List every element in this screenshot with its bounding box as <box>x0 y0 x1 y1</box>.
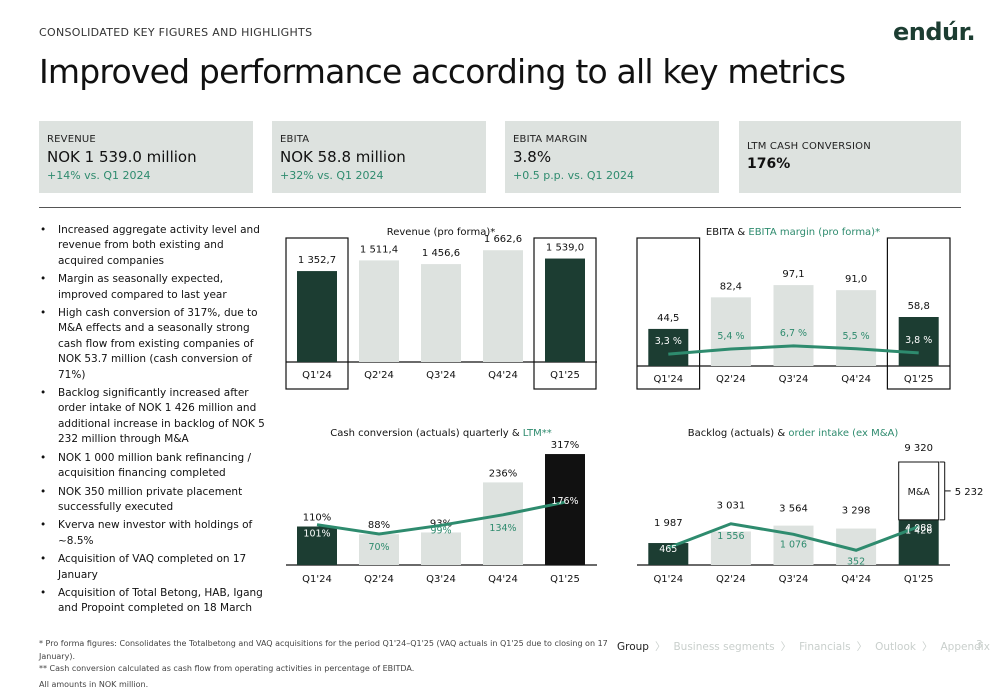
x-tick-label: Q1'25 <box>550 370 580 381</box>
x-tick-label: Q3'24 <box>426 370 456 381</box>
x-tick-label: Q3'24 <box>426 574 456 585</box>
chart-title: Backlog (actuals) & order intake (ex M&A… <box>688 428 899 439</box>
revenue-bar <box>421 264 461 362</box>
revenue-bar <box>545 259 585 362</box>
x-tick-label: Q1'25 <box>904 574 934 585</box>
x-tick-label: Q1'24 <box>653 374 683 385</box>
ltm-label: 176% <box>551 496 578 507</box>
x-tick-label: Q2'24 <box>716 574 746 585</box>
data-label: 1 539,0 <box>546 243 584 254</box>
order-intake-label: 1 076 <box>780 539 807 550</box>
chart-title: Revenue (pro forma)* <box>387 227 496 238</box>
x-tick-label: Q3'24 <box>779 574 809 585</box>
ebita-bar <box>648 329 688 366</box>
nav-item-business-segments[interactable]: Business segments <box>673 641 774 653</box>
chart-title: Cash conversion (actuals) quarterly & LT… <box>330 428 551 439</box>
chevron-right-icon: 〉 <box>922 641 933 653</box>
ltm-label: 101% <box>303 529 330 540</box>
footnote: * Pro forma figures: Consolidates the To… <box>39 638 619 663</box>
x-tick-label: Q1'25 <box>904 374 934 385</box>
margin-label: 3,3 % <box>655 336 682 347</box>
data-label: 58,8 <box>908 301 930 312</box>
order-intake-label: 465 <box>659 544 677 555</box>
ebita-bar <box>774 285 814 366</box>
chevron-right-icon: 〉 <box>655 641 666 653</box>
revenue-bar <box>297 271 337 362</box>
margin-label: 6,7 % <box>780 328 807 339</box>
x-tick-label: Q3'24 <box>779 374 809 385</box>
ma-value-label: 5 232 <box>955 487 984 498</box>
margin-label: 3,8 % <box>905 335 932 346</box>
data-label: 236% <box>489 468 518 479</box>
data-label: 9 320 <box>904 443 933 454</box>
order-intake-label: 352 <box>847 556 865 567</box>
x-tick-label: Q4'24 <box>488 574 518 585</box>
ma-label: M&A <box>908 487 931 498</box>
chart-title: EBITA & EBITA margin (pro forma)* <box>706 227 880 238</box>
data-label: 1 987 <box>654 518 683 529</box>
data-label: 3 298 <box>842 506 871 517</box>
x-tick-label: Q1'25 <box>550 574 580 585</box>
ltm-label: 99% <box>430 525 451 536</box>
data-label: 91,0 <box>845 274 867 285</box>
cash-conversion-bar <box>545 454 585 565</box>
ltm-label: 70% <box>368 542 389 553</box>
margin-label: 5,4 % <box>717 331 744 342</box>
chevron-right-icon: 〉 <box>781 641 792 653</box>
x-tick-label: Q4'24 <box>488 370 518 381</box>
x-tick-label: Q2'24 <box>716 374 746 385</box>
x-tick-label: Q4'24 <box>841 574 871 585</box>
chevron-right-icon: 〉 <box>857 641 868 653</box>
data-label: 97,1 <box>782 269 804 280</box>
ltm-label: 134% <box>489 523 516 534</box>
x-tick-label: Q2'24 <box>364 370 394 381</box>
ebita-bar <box>836 290 876 366</box>
cash-conversion-bar <box>421 532 461 565</box>
margin-label: 5,5 % <box>843 331 870 342</box>
nav-item-financials[interactable]: Financials <box>799 641 850 653</box>
data-label: 3 564 <box>779 504 808 515</box>
page-number: 3 <box>976 639 983 651</box>
data-label: 1 511,4 <box>360 244 398 255</box>
nav-item-group[interactable]: Group <box>617 641 649 653</box>
nav-item-outlook[interactable]: Outlook <box>875 641 916 653</box>
data-label: 82,4 <box>720 281 742 292</box>
section-nav: Group 〉 Business segments 〉 Financials 〉 Outlo… <box>617 639 996 654</box>
data-label: 3 031 <box>717 501 746 512</box>
x-tick-label: Q2'24 <box>364 574 394 585</box>
x-tick-label: Q4'24 <box>841 374 871 385</box>
order-intake-label: 1 426 <box>905 526 932 537</box>
footnote: ** Cash conversion calculated as cash fl… <box>39 663 619 676</box>
data-label: 317% <box>551 440 580 451</box>
data-label: 1 456,6 <box>422 248 460 259</box>
data-label: 1 662,6 <box>484 234 522 245</box>
data-label: 1 352,7 <box>298 255 336 266</box>
revenue-bar <box>483 250 523 362</box>
order-intake-label: 1 556 <box>717 531 744 542</box>
x-tick-label: Q1'24 <box>302 574 332 585</box>
x-tick-label: Q1'24 <box>653 574 683 585</box>
x-tick-label: Q1'24 <box>302 370 332 381</box>
data-label: 44,5 <box>657 313 679 324</box>
data-label: 110% <box>303 513 332 524</box>
footnotes: * Pro forma figures: Consolidates the To… <box>39 638 619 691</box>
revenue-bar <box>359 260 399 362</box>
data-label: 88% <box>368 520 390 531</box>
